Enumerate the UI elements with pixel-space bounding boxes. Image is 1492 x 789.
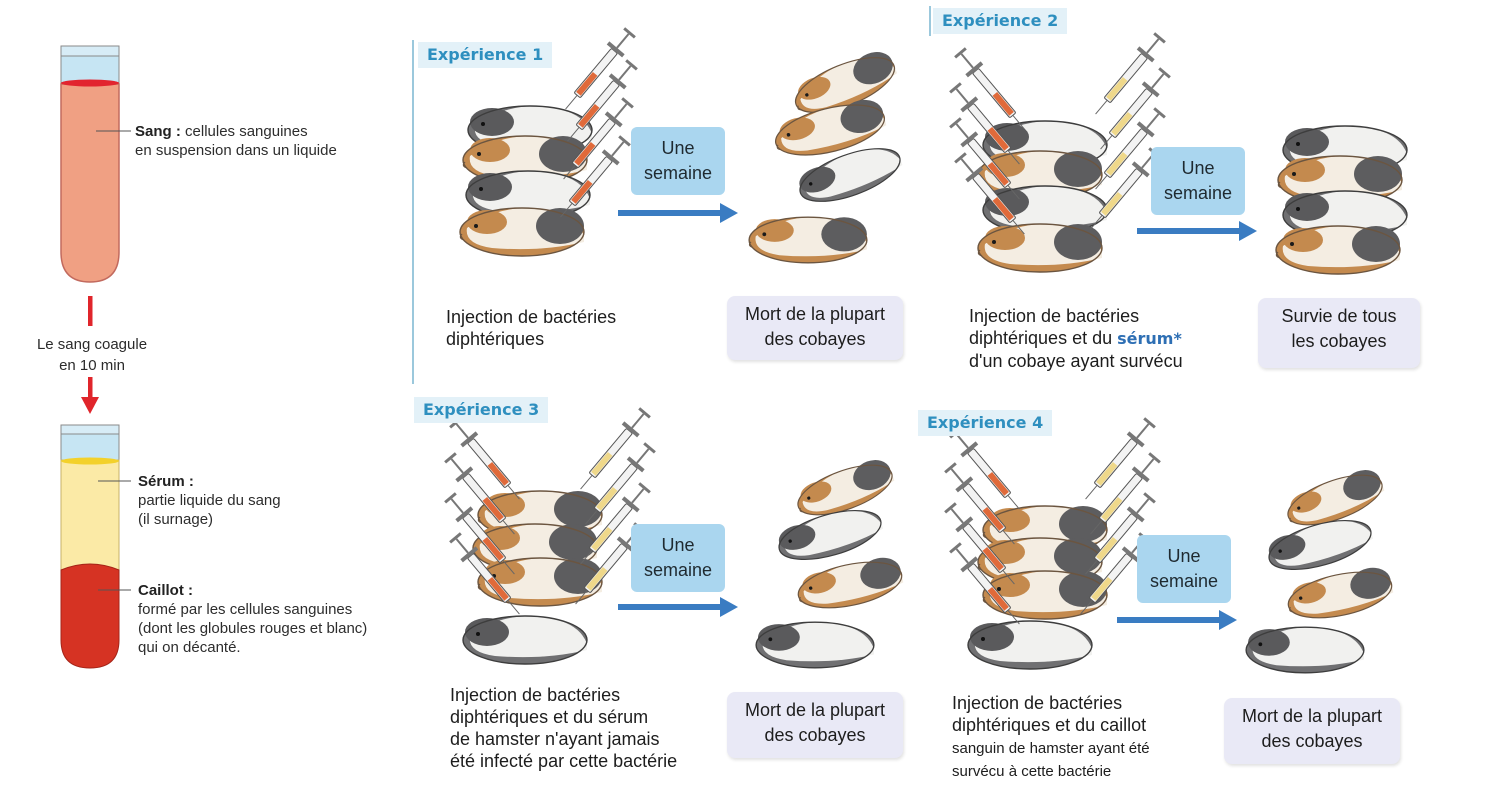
tube-diagram (60, 45, 131, 669)
exp3-arrow (618, 597, 738, 617)
exp2-side-rule (929, 6, 931, 36)
serum-highlight: sérum* (1117, 329, 1182, 348)
exp1-week-line2: semaine (643, 163, 713, 183)
exp1-week-box: Une semaine (631, 127, 725, 195)
exp2-result-pigs (1275, 125, 1408, 275)
exp3-week-box: Une semaine (631, 524, 725, 592)
exp1-title: Expérience 1 (418, 42, 553, 68)
red-bar (88, 296, 93, 326)
exp1-injected-stack (459, 105, 593, 257)
exp2-week-line1: Une (1181, 158, 1215, 178)
exp4-week-line1: Une (1167, 546, 1201, 566)
exp3-result-pigs (755, 454, 907, 669)
coagulation-note: Le sang coagule en 10 min (36, 336, 148, 374)
exp4-arrow (1117, 610, 1237, 630)
exp3-week-line2: semaine (643, 560, 713, 580)
exp2-week-box: Une semaine (1151, 147, 1245, 215)
exp4-caption: Injection de bactéries diphtériques et d… (952, 693, 1150, 780)
exp2-result-box: Survie de tous les cobayes (1258, 298, 1420, 368)
exp1-arrow (618, 203, 738, 223)
red-arrow-head (81, 397, 99, 414)
exp2-title: Expérience 2 (933, 8, 1068, 34)
red-arrow-shaft (88, 377, 93, 399)
caillot-label: Caillot : formé par les cellules sanguin… (138, 582, 368, 656)
serum-label: Sérum : partie liquide du sang (il surna… (138, 473, 281, 528)
exp4-week-box: Une semaine (1137, 535, 1231, 603)
exp1-result-box: Mort de la plupart des cobayes (727, 296, 903, 360)
exp4-result-box: Mort de la plupart des cobayes (1224, 698, 1400, 764)
exp2-week-line2: semaine (1163, 183, 1233, 203)
exp1-caption: Injection de bactéries diphtériques (446, 307, 617, 349)
exp1-result-pigs (748, 45, 908, 264)
exp4-title: Expérience 4 (918, 410, 1053, 436)
exp3-title: Expérience 3 (414, 397, 549, 423)
exp1-week-line1: Une (661, 138, 695, 158)
exp4-week-line2: semaine (1149, 571, 1219, 591)
exp1-side-rule (412, 40, 414, 384)
exp3-week-line1: Une (661, 535, 695, 555)
exp2-arrow (1137, 221, 1257, 241)
sang-label: Sang : cellules sanguines en suspension … (135, 123, 337, 159)
exp3-result-box: Mort de la plupart des cobayes (727, 692, 903, 758)
blood-tube (60, 45, 120, 283)
exp3-caption: Injection de bactéries diphtériques et d… (450, 685, 678, 771)
exp2-caption: Injection de bactéries diphtériques et d… (969, 306, 1183, 371)
exp4-result-pigs (1245, 464, 1397, 674)
